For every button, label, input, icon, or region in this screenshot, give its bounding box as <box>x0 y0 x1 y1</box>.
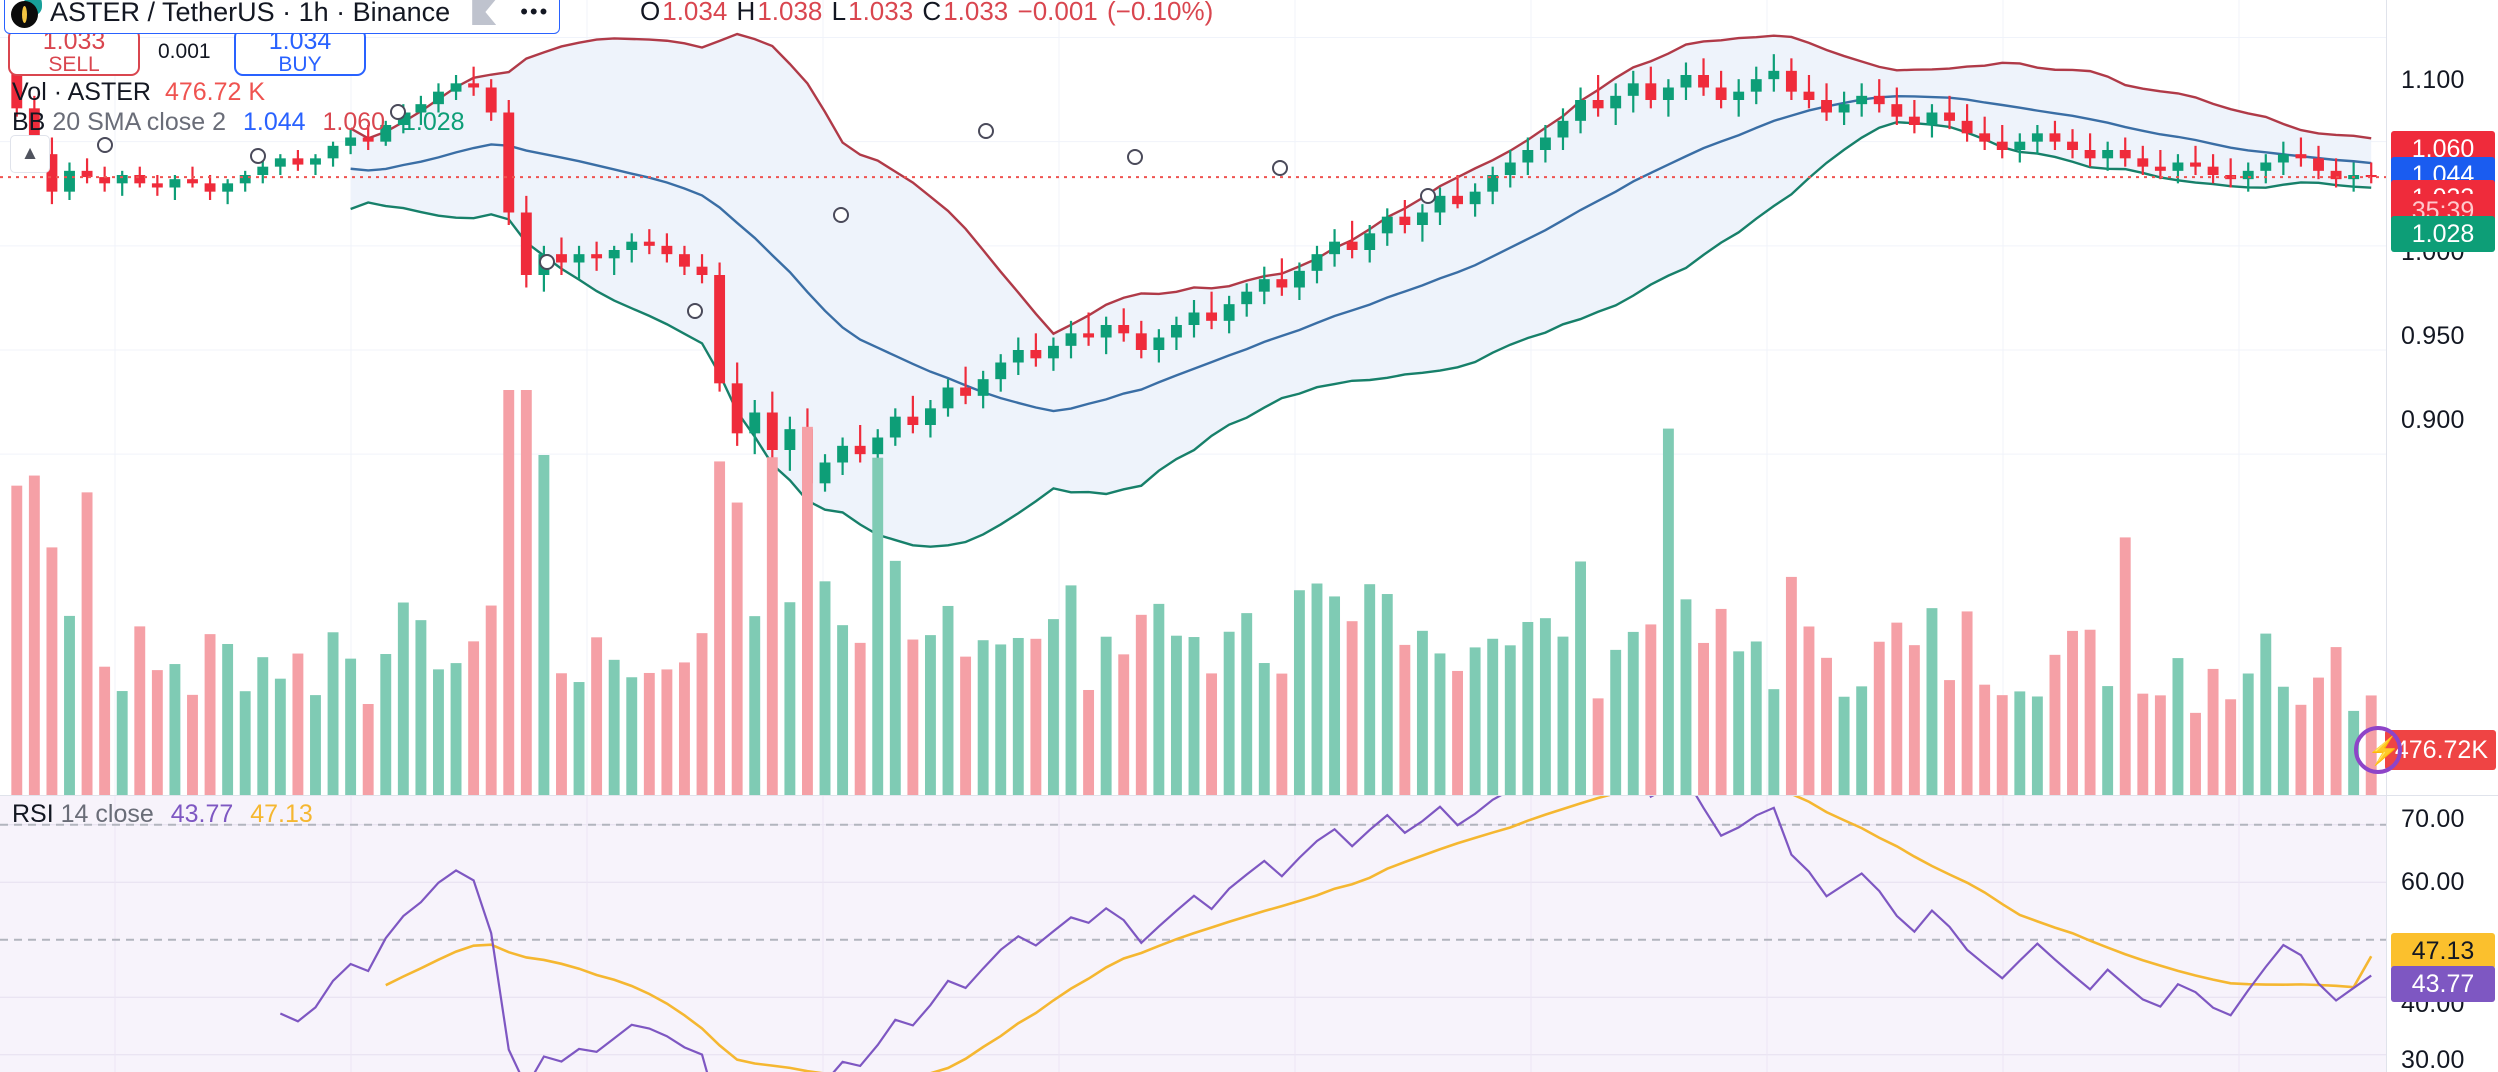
rsi-legend-name: RSI <box>12 800 54 828</box>
collapse-pane-button[interactable]: ▲ <box>10 135 50 173</box>
volume-alert-icon[interactable] <box>2354 726 2402 774</box>
rsi-ma-value: 47.13 <box>250 800 313 828</box>
price-tick-3: 0.900 <box>2401 406 2465 434</box>
ohlc-close-key: C <box>922 0 942 26</box>
ohlc-open-key: O <box>640 0 661 26</box>
ohlc-high-value: 1.038 <box>757 0 823 26</box>
ohlc-values: O1.034 H1.038 L1.033 C1.033 −0.001 (−0.1… <box>640 0 1215 27</box>
rsi-tick-3: 30.00 <box>2401 1046 2465 1072</box>
rsi-legend[interactable]: RSI 14 close 43.77 47.13 <box>12 800 313 829</box>
rsi-legend-params: 14 close <box>60 800 154 828</box>
ohlc-change: −0.001 <box>1017 0 1098 26</box>
ohlc-open-value: 1.034 <box>662 0 728 26</box>
price-scale[interactable]: 1.100 1.050 1.000 0.950 0.900 1.060 1.04… <box>2386 0 2498 1072</box>
rsi-value: 43.77 <box>170 800 234 828</box>
spread-value: 0.001 <box>158 40 211 63</box>
sell-button[interactable]: 1.033 SELL <box>8 28 140 76</box>
volume-legend-value: 476.72 K <box>164 78 266 106</box>
buy-button[interactable]: 1.034 BUY <box>234 28 366 76</box>
rsi-tick-1: 60.00 <box>2401 868 2465 896</box>
aster-logo-icon: ᵀ <box>11 0 42 28</box>
price-tick-0: 1.100 <box>2401 66 2465 94</box>
bb-lower-value: 1.028 <box>402 108 465 136</box>
bb-basis-value: 1.044 <box>242 108 306 136</box>
ohlc-change-percent: (−0.10%) <box>1107 0 1214 26</box>
more-options-icon[interactable]: ••• <box>520 0 550 24</box>
symbol-header[interactable]: ᵀ ASTER / TetherUS · 1h · Binance ••• <box>4 0 561 34</box>
price-chart-canvas[interactable] <box>0 0 2386 795</box>
rsi-tick-0: 70.00 <box>2401 805 2465 833</box>
price-chart-pane[interactable] <box>0 0 2386 795</box>
volume-price-tag: 476.72K <box>2384 730 2496 770</box>
bollinger-legend[interactable]: BB 20 SMA close 2 1.044 1.060 1.028 <box>12 108 465 137</box>
flag-icon[interactable] <box>472 0 497 25</box>
rsi-ma-tag: 47.13 <box>2391 933 2495 969</box>
bb-legend-name: BB <box>12 108 46 136</box>
bb-legend-params: 20 SMA close 2 <box>52 108 227 136</box>
sell-label: SELL <box>48 53 100 77</box>
volume-legend[interactable]: Vol · ASTER 476.72 K <box>12 78 265 107</box>
ohlc-low-value: 1.033 <box>848 0 914 26</box>
volume-legend-title: Vol · ASTER <box>12 78 151 106</box>
buy-label: BUY <box>278 53 322 77</box>
rsi-chart-canvas[interactable] <box>0 796 2386 1072</box>
ohlc-high-key: H <box>736 0 756 26</box>
rsi-value-tag: 43.77 <box>2391 966 2495 1002</box>
pane-divider[interactable] <box>0 795 2386 796</box>
ohlc-close-value: 1.033 <box>943 0 1009 26</box>
ohlc-low-key: L <box>831 0 847 26</box>
rsi-pane[interactable] <box>0 796 2386 1072</box>
symbol-title: ASTER / TetherUS · 1h · Binance <box>50 0 451 27</box>
bb-upper-value: 1.060 <box>322 108 386 136</box>
bb-lower-tag: 1.028 <box>2391 216 2495 252</box>
price-tick-2: 0.950 <box>2401 322 2465 350</box>
